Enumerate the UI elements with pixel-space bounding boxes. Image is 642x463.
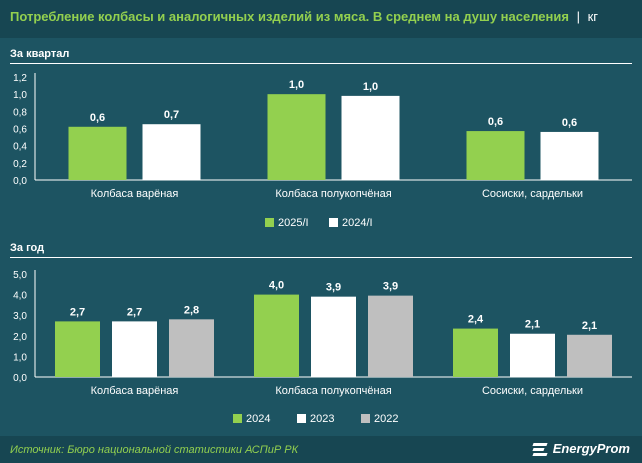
bar-value-label: 0,6 [562, 117, 577, 129]
legend-entry: 2022 [374, 413, 398, 425]
y-tick-label: 0,6 [13, 125, 27, 136]
bar-value-label: 3,9 [326, 282, 341, 294]
bar-value-label: 2,1 [582, 320, 597, 332]
chart-title-text: Потребление колбасы и аналогичных издели… [10, 9, 569, 24]
category-label: Колбаса полукопчёная [275, 385, 391, 397]
category-label: Сосиски, сардельки [482, 188, 583, 200]
bar-value-label: 0,6 [90, 112, 105, 124]
category-label: Колбаса полукопчёная [275, 188, 391, 200]
legend-entry: 2024 [246, 413, 270, 425]
y-tick-label: 1,0 [13, 90, 27, 101]
bar [267, 94, 326, 180]
bar [169, 319, 214, 377]
y-tick-label: 2,0 [13, 332, 27, 343]
legend-swatch [297, 414, 306, 423]
bar-value-label: 0,7 [164, 109, 179, 121]
bar-value-label: 1,0 [289, 79, 304, 91]
bar-value-label: 3,9 [383, 281, 398, 293]
legend-entry: 2024/I [342, 217, 373, 229]
legend-entry: 2023 [310, 413, 334, 425]
bar [368, 295, 413, 377]
category-label: Колбаса варёная [91, 188, 179, 200]
bar [254, 294, 299, 377]
bar-value-label: 1,0 [363, 81, 378, 93]
energyprom-logo-icon [532, 442, 549, 456]
bar-value-label: 4,0 [269, 280, 284, 292]
category-label: Колбаса варёная [91, 385, 179, 397]
source-note: Источник: Бюро национальной статистики А… [10, 444, 299, 456]
bar-value-label: 2,1 [525, 319, 540, 331]
bar-value-label: 0,6 [488, 116, 503, 128]
bar-value-label: 2,8 [184, 304, 199, 316]
quarter-section-title: За квартал [10, 48, 70, 60]
quarter-section-divider [10, 63, 632, 64]
legend-swatch [265, 218, 274, 227]
y-tick-label: 5,0 [13, 270, 27, 281]
brand-logo: EnergyProm [532, 441, 630, 456]
bar [466, 131, 525, 180]
logo-text: EnergyProm [552, 441, 630, 456]
title-separator: | [576, 9, 580, 24]
y-tick-label: 0,8 [13, 107, 27, 118]
bar-value-label: 2,4 [468, 314, 484, 326]
y-tick-label: 3,0 [13, 311, 27, 322]
chart-title: Потребление колбасы и аналогичных издели… [10, 9, 598, 24]
bar [55, 321, 100, 377]
legend-swatch [361, 414, 370, 423]
y-tick-label: 1,2 [13, 73, 27, 84]
bar [142, 124, 201, 180]
bar [453, 328, 498, 377]
unit-label: кг [587, 9, 599, 24]
legend-swatch [233, 414, 242, 423]
y-tick-label: 0,0 [13, 373, 27, 384]
header-bar [0, 0, 642, 38]
y-tick-label: 4,0 [13, 291, 27, 302]
category-label: Сосиски, сардельки [482, 385, 583, 397]
year-section-title: За год [10, 242, 45, 254]
y-tick-label: 0,0 [13, 176, 27, 187]
legend-swatch [329, 218, 338, 227]
quarter-bar-chart: 0,0 0,2 0,4 0,6 0,8 1,0 1,2 0,6 0,7 Колбаса варён… [13, 73, 632, 229]
bar [341, 95, 400, 180]
bar-value-label: 2,7 [70, 306, 85, 318]
bar [510, 333, 555, 377]
y-tick-label: 0,2 [13, 159, 27, 170]
year-bar-chart: 0,0 1,0 2,0 3,0 4,0 5,0 2,7 2,7 2,8 Колбаса варён… [13, 270, 632, 425]
bar [112, 321, 157, 377]
legend-entry: 2025/I [278, 217, 309, 229]
bar [567, 334, 612, 377]
bar-value-label: 2,7 [127, 306, 142, 318]
y-tick-label: 0,4 [13, 142, 27, 153]
bar [540, 131, 599, 180]
bar [311, 296, 356, 377]
bar [68, 126, 127, 180]
year-section-divider [10, 257, 632, 258]
y-tick-label: 1,0 [13, 352, 27, 363]
